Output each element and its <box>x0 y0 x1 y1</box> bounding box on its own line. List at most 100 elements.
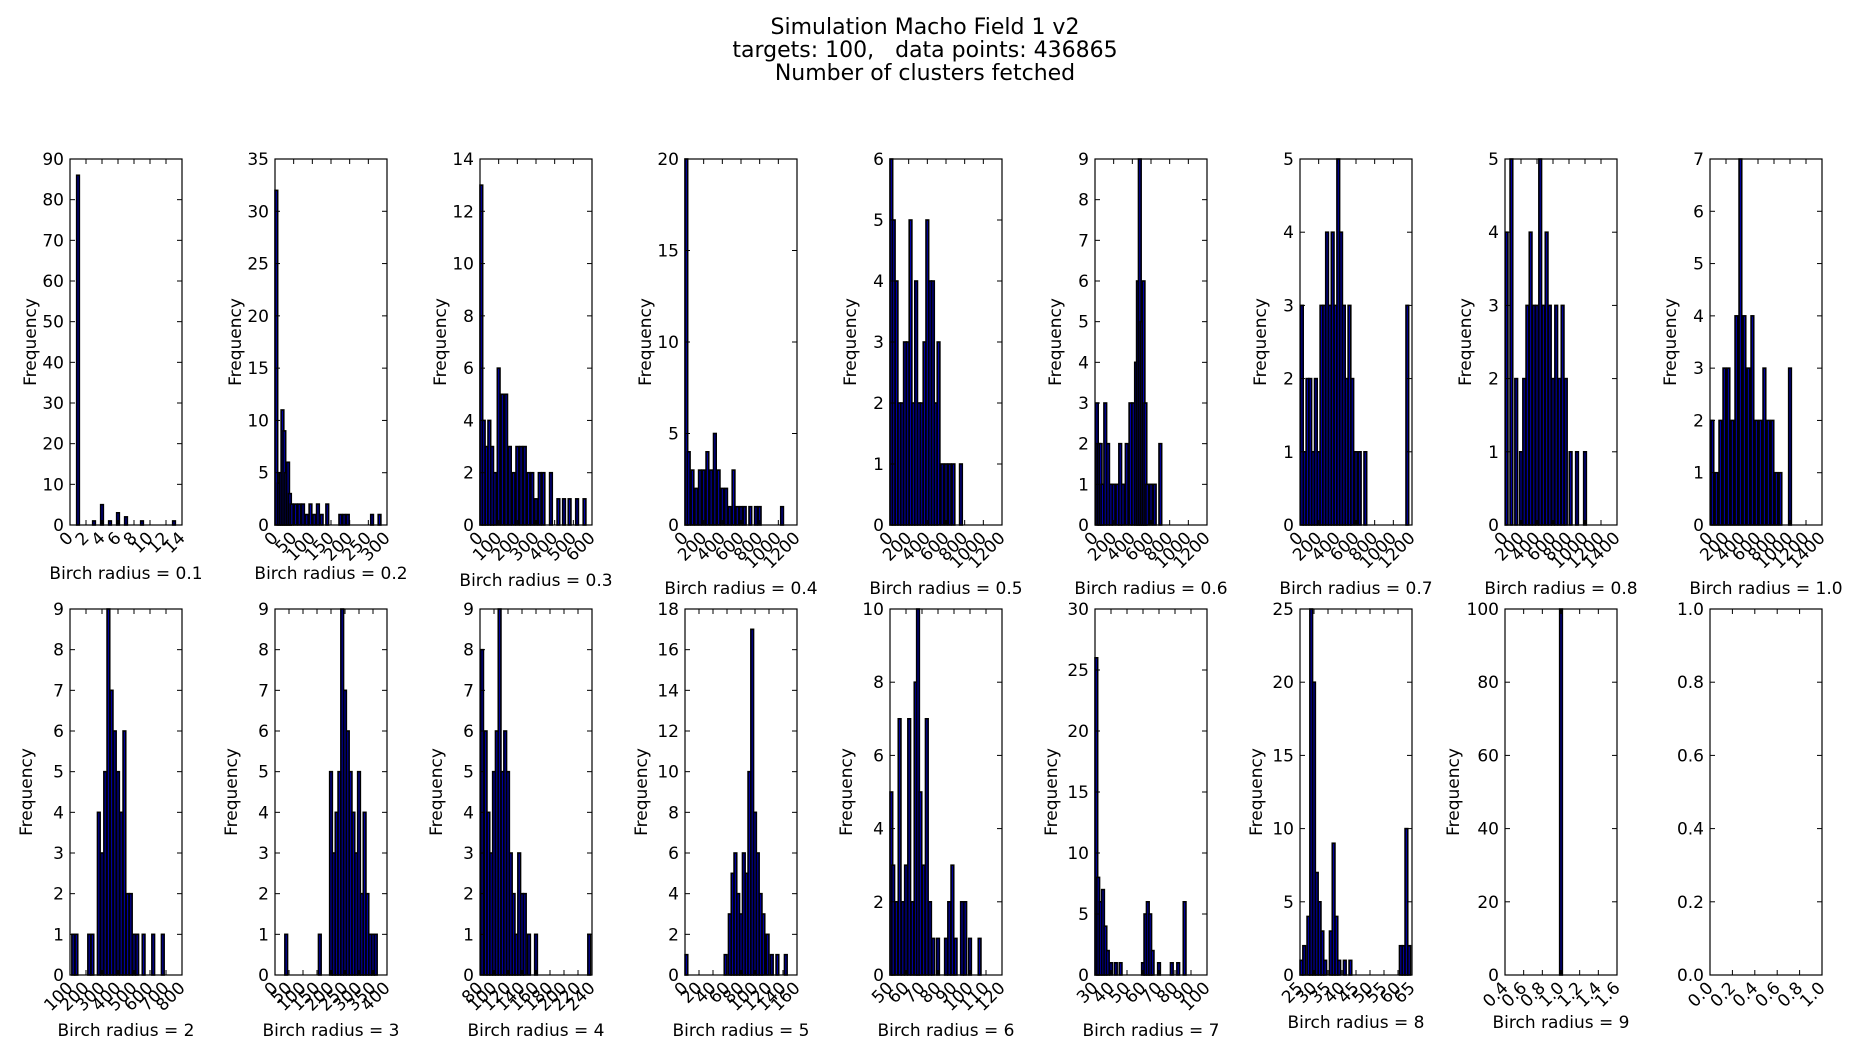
histogram-bar <box>1525 304 1530 526</box>
histogram-bar <box>1145 483 1150 526</box>
y-tick-label: 0 <box>1693 516 1704 536</box>
histogram-bar <box>297 503 302 526</box>
x-axis-label: Birch radius = 0.2 <box>254 564 407 584</box>
histogram-bar <box>742 505 747 526</box>
histogram-bar <box>765 933 770 976</box>
histogram-bar <box>75 174 81 526</box>
histogram-bar <box>304 513 309 526</box>
histogram-bar <box>1730 419 1735 526</box>
y-tick-label: 6 <box>873 150 884 170</box>
histogram-bar <box>1158 442 1163 526</box>
y-tick-label: 4 <box>873 272 884 292</box>
histogram-bar <box>1778 471 1783 526</box>
y-tick-label: 90 <box>42 150 64 170</box>
y-tick-label: 30 <box>1067 600 1089 620</box>
y-tick-label: 0 <box>873 516 884 536</box>
y-tick-label: 10 <box>657 763 679 783</box>
histogram-bar <box>1407 944 1412 976</box>
histogram-bar <box>1758 419 1763 526</box>
y-tick-label: 80 <box>42 191 64 211</box>
histogram-bar <box>1111 483 1116 526</box>
y-tick-label: 0.2 <box>1677 893 1704 913</box>
histogram-bar <box>731 469 736 526</box>
title-line-3: Number of clusters fetched <box>774 61 1076 86</box>
histogram-bar <box>690 469 695 526</box>
histogram-bar <box>325 503 330 526</box>
plot-frame <box>1504 158 1618 526</box>
y-tick-label: 5 <box>1078 905 1089 925</box>
histogram-bar <box>503 393 509 526</box>
y-tick-label: 3 <box>1078 394 1089 414</box>
histogram-bar <box>947 463 952 526</box>
histogram-bar <box>284 933 289 976</box>
histogram-bar <box>312 513 317 526</box>
x-axis-label: Birch radius = 8 <box>1288 1013 1425 1033</box>
x-axis-label: Birch radius = 4 <box>468 1021 605 1041</box>
y-axis-label: Frequency <box>427 748 447 836</box>
histogram-bar <box>533 933 539 976</box>
histogram-panel-13: 024681012141618020406080100120140160Freq… <box>632 600 809 1041</box>
histogram-bar <box>918 791 923 976</box>
histogram-bar <box>943 463 949 526</box>
histogram-bar <box>1722 367 1727 526</box>
histogram-bar <box>123 516 129 526</box>
histogram-bar <box>522 445 527 526</box>
y-tick-label: 0 <box>1283 966 1294 986</box>
histogram-bar <box>1522 377 1527 526</box>
y-tick-label: 0 <box>53 966 64 986</box>
histogram-bar <box>936 341 941 526</box>
y-tick-label: 0.8 <box>1677 673 1704 693</box>
histogram-bar <box>496 367 501 526</box>
x-tick-label: 14 <box>160 528 189 557</box>
histogram-bar <box>705 450 710 526</box>
y-tick-label: 9 <box>1078 150 1089 170</box>
y-tick-label: 0 <box>1283 516 1294 536</box>
y-axis-label: Frequency <box>1456 298 1476 386</box>
histogram-bar <box>171 520 177 526</box>
histogram-bar <box>1118 961 1123 976</box>
histogram-panel-14: 02468105060708090100110120FrequencyBirch… <box>837 600 1014 1041</box>
histogram-bar <box>1509 158 1514 526</box>
y-tick-label: 80 <box>1477 673 1499 693</box>
x-axis-label: Birch radius = 7 <box>1083 1021 1220 1041</box>
histogram-bar <box>958 463 964 526</box>
y-tick-label: 20 <box>1272 673 1294 693</box>
histogram-bar <box>537 471 542 526</box>
y-tick-label: 10 <box>42 475 64 495</box>
histogram-bar <box>1150 949 1155 976</box>
y-tick-label: 0 <box>463 516 474 536</box>
histogram-bar <box>951 463 956 526</box>
histogram-bar <box>1557 377 1562 526</box>
histogram-panel-5: 0123456020040060080010001200FrequencyBir… <box>841 150 1023 599</box>
y-tick-label: 0 <box>873 966 884 986</box>
y-tick-label: 10 <box>1067 844 1089 864</box>
y-tick-label: 4 <box>258 803 269 823</box>
y-tick-label: 1.0 <box>1677 600 1704 620</box>
histogram-bar <box>541 471 546 526</box>
histogram-bar <box>1152 483 1157 526</box>
y-tick-label: 12 <box>452 202 474 222</box>
y-tick-label: 4 <box>53 803 64 823</box>
histogram-panel-15: 05101520253030405060708090100FrequencyBi… <box>1042 600 1219 1041</box>
y-tick-label: 14 <box>657 681 679 701</box>
y-tick-label: 25 <box>1067 661 1089 681</box>
plot-frame <box>889 608 1003 976</box>
y-axis-label: Frequency <box>222 748 242 836</box>
histogram-bar <box>139 520 145 526</box>
x-axis-label: Birch radius = 0.1 <box>49 564 202 584</box>
y-tick-label: 2 <box>1078 435 1089 455</box>
histogram-bar <box>507 445 512 526</box>
histogram-bar <box>160 933 165 976</box>
y-tick-label: 2 <box>258 885 269 905</box>
histogram-bar <box>582 498 587 526</box>
histogram-bar <box>1514 377 1519 526</box>
figure-title: Simulation Macho Field 1 v2 targets: 100… <box>0 16 1850 85</box>
histogram-panel-3: 024681012140100200300400500600FrequencyB… <box>431 150 613 591</box>
histogram-bar <box>74 933 79 976</box>
x-axis-label: Birch radius = 2 <box>58 1021 195 1041</box>
histogram-bar <box>125 892 130 976</box>
y-tick-label: 6 <box>1693 202 1704 222</box>
x-axis-label: Birch radius = 1.0 <box>1689 579 1842 599</box>
y-tick-label: 10 <box>247 411 269 431</box>
plot-frame <box>1709 608 1823 976</box>
